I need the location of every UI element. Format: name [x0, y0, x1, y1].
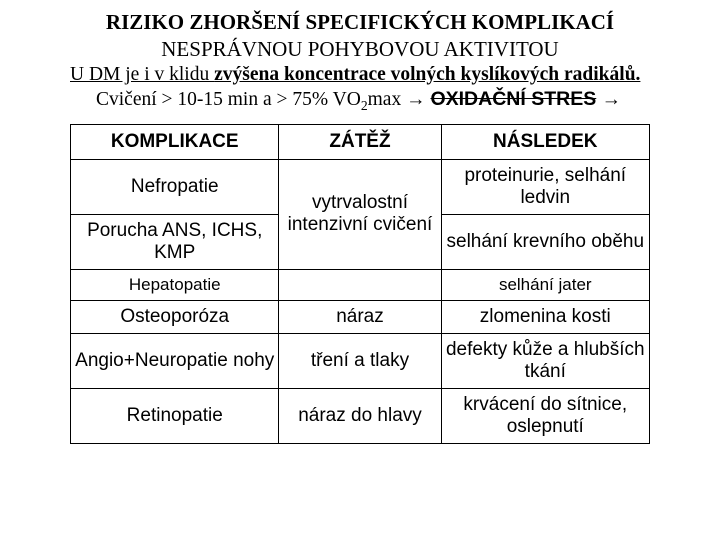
cell-komplikace: Nefropatie — [71, 159, 279, 214]
intro-line-2-sub: 2 — [361, 98, 368, 113]
slide-container: RIZIKO ZHORŠENÍ SPECIFICKÝCH KOMPLIKACÍ … — [0, 0, 720, 444]
cell-zatez: náraz — [279, 300, 441, 333]
intro-line-2: Cvičení > 10-15 min a > 75% VO2max → OXI… — [70, 88, 650, 114]
th-zatez: ZÁTĚŽ — [279, 124, 441, 159]
cell-nasledek: zlomenina kosti — [441, 300, 649, 333]
title-line-2: NESPRÁVNOU POHYBOVOU AKTIVITOU — [70, 37, 650, 62]
cell-zatez-empty — [279, 269, 441, 300]
complications-table: KOMPLIKACE ZÁTĚŽ NÁSLEDEK Nefropatie vyt… — [70, 124, 650, 444]
cell-zatez: tření a tlaky — [279, 333, 441, 388]
intro-line-2-pre: Cvičení > 10-15 min a > 75% VO — [96, 89, 361, 110]
th-nasledek: NÁSLEDEK — [441, 124, 649, 159]
cell-zatez: vytrvalostní intenzivní cvičení — [279, 159, 441, 269]
title-line-1: RIZIKO ZHORŠENÍ SPECIFICKÝCH KOMPLIKACÍ — [70, 10, 650, 35]
cell-komplikace: Hepatopatie — [71, 269, 279, 300]
intro-line-2-mid: max → — [368, 89, 431, 110]
table-row: Angio+Neuropatie nohy tření a tlaky defe… — [71, 333, 650, 388]
cell-zatez: náraz do hlavy — [279, 388, 441, 443]
cell-nasledek: selhání krevního oběhu — [441, 214, 649, 269]
table-row: Nefropatie vytrvalostní intenzivní cviče… — [71, 159, 650, 214]
cell-nasledek: defekty kůže a hlubších tkání — [441, 333, 649, 388]
table-header-row: KOMPLIKACE ZÁTĚŽ NÁSLEDEK — [71, 124, 650, 159]
cell-nasledek: proteinurie, selhání ledvin — [441, 159, 649, 214]
table-row: Osteoporóza náraz zlomenina kosti — [71, 300, 650, 333]
cell-komplikace: Porucha ANS, ICHS, KMP — [71, 214, 279, 269]
th-komplikace: KOMPLIKACE — [71, 124, 279, 159]
table-row: Hepatopatie selhání jater — [71, 269, 650, 300]
intro-line-1-bold: zvýšena koncentrace volných kyslíkových … — [214, 64, 640, 85]
intro-line-2-strike: OXIDAČNÍ STRES — [430, 88, 596, 110]
cell-komplikace: Retinopatie — [71, 388, 279, 443]
intro-line-1: U DM je i v klidu zvýšena koncentrace vo… — [70, 64, 650, 86]
cell-komplikace: Angio+Neuropatie nohy — [71, 333, 279, 388]
cell-komplikace: Osteoporóza — [71, 300, 279, 333]
intro-line-2-post: → — [596, 88, 621, 110]
table-row: Retinopatie náraz do hlavy krvácení do s… — [71, 388, 650, 443]
intro-line-1-pre: U DM je i v klidu — [70, 64, 214, 85]
cell-nasledek: krvácení do sítnice, oslepnutí — [441, 388, 649, 443]
cell-nasledek: selhání jater — [441, 269, 649, 300]
